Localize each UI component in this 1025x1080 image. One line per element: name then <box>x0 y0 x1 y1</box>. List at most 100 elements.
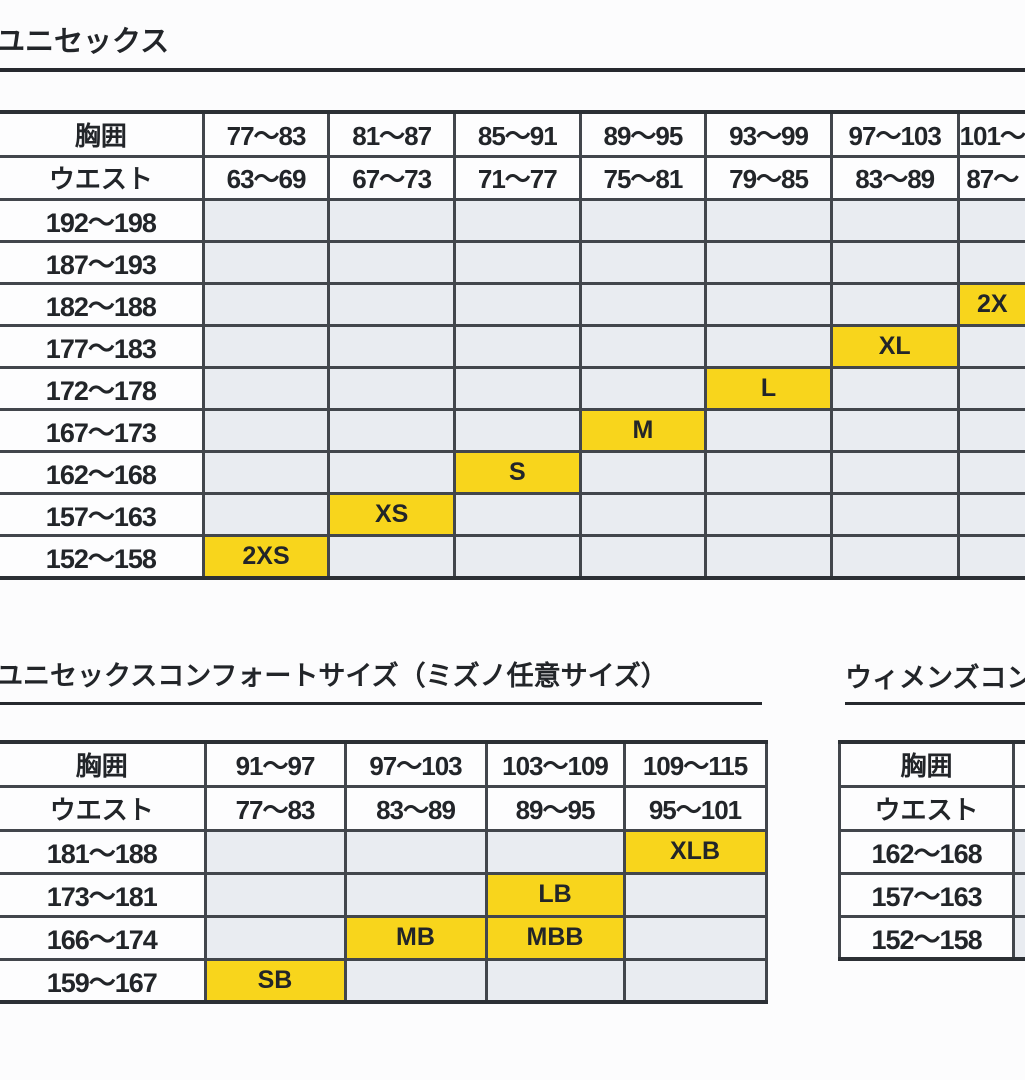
size-cell <box>452 533 582 579</box>
size-cell <box>201 365 331 411</box>
row-header-waist: ウエスト <box>837 784 1016 832</box>
size-cell <box>704 239 833 285</box>
unisex-size-table: 胸囲 77〜83 81〜87 85〜91 89〜95 93〜99 97〜103 101〜 ウエス… <box>0 110 1025 580</box>
height-range-cell: 187〜193 <box>0 239 205 285</box>
size-cell <box>956 491 1025 537</box>
height-range-cell: 167〜173 <box>0 407 205 453</box>
size-cell <box>452 323 582 369</box>
chest-range-cell: 101〜 <box>956 110 1025 158</box>
size-cell <box>704 449 833 495</box>
size-cell <box>343 828 488 875</box>
size-cell <box>829 239 960 285</box>
size-cell <box>956 533 1025 579</box>
size-cell <box>327 365 456 411</box>
height-range-cell: 157〜163 <box>0 491 205 537</box>
unisex-comfort-title-underline <box>0 702 762 705</box>
height-range-cell: 182〜188 <box>0 281 205 327</box>
size-highlight-cell: 2X <box>956 281 1025 327</box>
chest-range-cell: 97〜103 <box>343 740 488 788</box>
waist-range-cell: 77〜83 <box>203 784 347 832</box>
size-cell <box>829 365 960 411</box>
waist-range-cell: 83〜89 <box>343 784 488 832</box>
size-cell <box>201 197 331 243</box>
size-cell <box>578 197 708 243</box>
size-cell <box>829 407 960 453</box>
size-cell <box>452 365 582 411</box>
size-cell <box>201 407 331 453</box>
size-cell <box>704 491 833 537</box>
size-cell <box>956 197 1025 243</box>
size-cell <box>201 239 331 285</box>
size-cell <box>201 281 331 327</box>
size-cell <box>327 239 456 285</box>
size-highlight-cell: XL <box>829 323 960 369</box>
womens-comfort-title-underline <box>845 702 1025 705</box>
chest-range-cell: 91〜97 <box>203 740 347 788</box>
height-range-cell: 192〜198 <box>0 197 205 243</box>
height-range-cell: 152〜158 <box>837 914 1016 961</box>
height-range-cell: 157〜163 <box>837 871 1016 918</box>
chest-range-cell: 97〜103 <box>829 110 960 158</box>
size-grid: 胸囲 77〜83 81〜87 85〜91 89〜95 93〜99 97〜103 101〜 ウエス… <box>0 110 1025 580</box>
size-highlight-cell: L <box>704 365 833 411</box>
waist-range-cell: 95〜101 <box>622 784 768 832</box>
size-highlight-cell: LB <box>484 871 626 918</box>
size-grid: 胸囲 91〜97 97〜103 103〜109 109〜115 ウエスト 77〜83 83〜8… <box>0 740 768 1004</box>
size-cell <box>343 957 488 1004</box>
size-cell <box>452 239 582 285</box>
size-cell <box>452 491 582 537</box>
unisex-comfort-size-table: 胸囲 91〜97 97〜103 103〜109 109〜115 ウエスト 77〜83 83〜8… <box>0 740 768 1004</box>
waist-range-cell <box>1012 784 1025 832</box>
size-cell <box>1012 828 1025 875</box>
chest-range-cell: 109〜115 <box>622 740 768 788</box>
row-header-chest: 胸囲 <box>0 740 207 788</box>
waist-range-cell: 89〜95 <box>484 784 626 832</box>
size-cell <box>956 449 1025 495</box>
size-cell <box>452 281 582 327</box>
size-cell <box>622 871 768 918</box>
height-range-cell: 173〜181 <box>0 871 207 918</box>
size-cell <box>327 323 456 369</box>
size-cell <box>622 914 768 961</box>
size-cell <box>578 323 708 369</box>
size-cell <box>327 449 456 495</box>
height-range-cell: 166〜174 <box>0 914 207 961</box>
size-cell <box>704 407 833 453</box>
size-cell <box>203 871 347 918</box>
size-grid: 胸囲 ウエスト 162〜168 157〜163 152〜158 <box>837 740 1025 961</box>
height-range-cell: 177〜183 <box>0 323 205 369</box>
size-cell <box>201 491 331 537</box>
size-cell <box>829 281 960 327</box>
size-cell <box>327 281 456 327</box>
row-header-chest: 胸囲 <box>837 740 1016 788</box>
size-highlight-cell: MB <box>343 914 488 961</box>
unisex-comfort-section-title: ユニセックスコンフォートサイズ（ミズノ任意サイズ） <box>0 661 668 691</box>
waist-range-cell: 71〜77 <box>452 154 582 201</box>
size-cell <box>622 957 768 1004</box>
size-cell <box>1012 914 1025 961</box>
size-highlight-cell: XLB <box>622 828 768 875</box>
size-cell <box>704 533 833 579</box>
size-cell <box>201 449 331 495</box>
row-header-waist: ウエスト <box>0 154 205 201</box>
waist-range-cell: 83〜89 <box>829 154 960 201</box>
size-cell <box>829 197 960 243</box>
chest-range-cell: 77〜83 <box>201 110 331 158</box>
size-cell <box>956 365 1025 411</box>
size-highlight-cell: SB <box>203 957 347 1004</box>
size-highlight-cell: M <box>578 407 708 453</box>
size-cell <box>956 407 1025 453</box>
size-cell <box>327 533 456 579</box>
row-header-waist: ウエスト <box>0 784 207 832</box>
size-cell <box>956 239 1025 285</box>
waist-range-cell: 87〜 <box>956 154 1025 201</box>
waist-range-cell: 79〜85 <box>704 154 833 201</box>
size-highlight-cell: S <box>452 449 582 495</box>
size-cell <box>704 281 833 327</box>
size-cell <box>484 957 626 1004</box>
size-cell <box>203 914 347 961</box>
height-range-cell: 159〜167 <box>0 957 207 1004</box>
size-cell <box>578 239 708 285</box>
height-range-cell: 172〜178 <box>0 365 205 411</box>
